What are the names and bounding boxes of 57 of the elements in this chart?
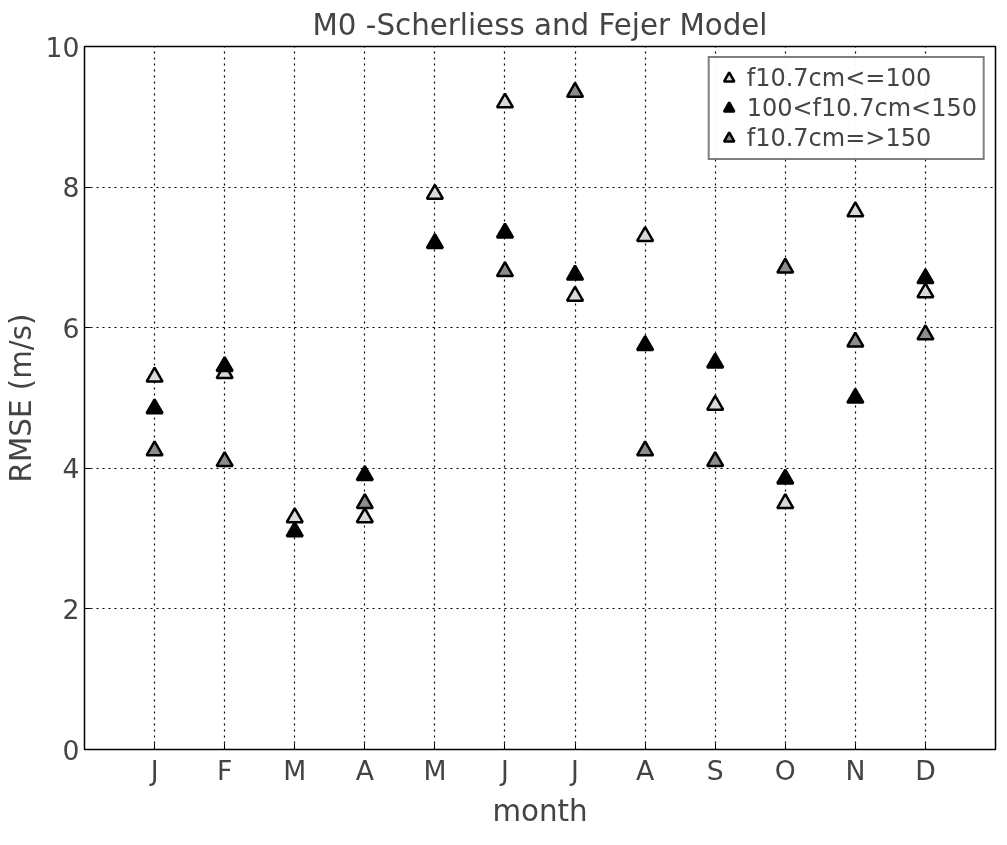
- point: [145, 440, 164, 457]
- y-tick-label: 0: [62, 734, 80, 766]
- point: [916, 268, 935, 285]
- legend-label: 100<f10.7cm<150: [746, 94, 977, 122]
- y-tick-label: 8: [62, 172, 80, 204]
- point: [846, 331, 865, 348]
- point: [565, 81, 585, 99]
- x-tick-label: O: [774, 754, 796, 786]
- point: [635, 334, 655, 352]
- point: [145, 398, 164, 415]
- point: [776, 257, 795, 274]
- point: [355, 464, 375, 482]
- point: [355, 507, 375, 524]
- x-tick-label: J: [569, 754, 579, 786]
- point: [495, 92, 515, 109]
- y-tick-label: 6: [62, 312, 80, 344]
- x-axis-title: month: [492, 793, 588, 828]
- point: [285, 521, 304, 538]
- legend-label: f10.7cm<=100: [746, 64, 932, 92]
- legend-label: f10.7cm=>150: [746, 124, 932, 152]
- point: [846, 387, 865, 404]
- point: [145, 366, 164, 383]
- x-tick-label: J: [148, 754, 159, 786]
- point: [425, 183, 445, 200]
- point: [705, 352, 725, 369]
- x-tick-label: A: [636, 754, 655, 786]
- point: [495, 222, 515, 239]
- point: [565, 285, 585, 302]
- point: [916, 324, 935, 341]
- point: [846, 201, 865, 218]
- point: [705, 450, 725, 468]
- y-axis-title: RMSE (m/s): [3, 313, 38, 483]
- point: [635, 225, 655, 243]
- y-tick-label: 4: [62, 453, 80, 485]
- point: [215, 355, 234, 373]
- point: [355, 492, 375, 510]
- y-tick-label: 10: [45, 31, 80, 63]
- point: [285, 507, 304, 524]
- point: [776, 492, 795, 510]
- x-tick-label: D: [915, 754, 936, 786]
- point: [916, 282, 935, 299]
- x-tick-label: A: [355, 754, 375, 786]
- x-tick-label: N: [845, 754, 866, 786]
- point: [565, 264, 585, 281]
- x-tick-label: M: [423, 754, 447, 786]
- x-tick-label: F: [216, 754, 233, 786]
- point: [635, 440, 655, 457]
- point: [495, 260, 515, 278]
- point: [705, 394, 725, 411]
- point: [776, 468, 795, 485]
- point: [425, 232, 445, 250]
- chart-title: M0 -Scherliess and Fejer Model: [312, 7, 768, 42]
- x-tick-label: S: [706, 754, 724, 786]
- x-tick-label: J: [499, 754, 509, 786]
- x-tick-label: M: [283, 754, 307, 786]
- point: [215, 450, 234, 468]
- y-tick-label: 2: [62, 593, 80, 625]
